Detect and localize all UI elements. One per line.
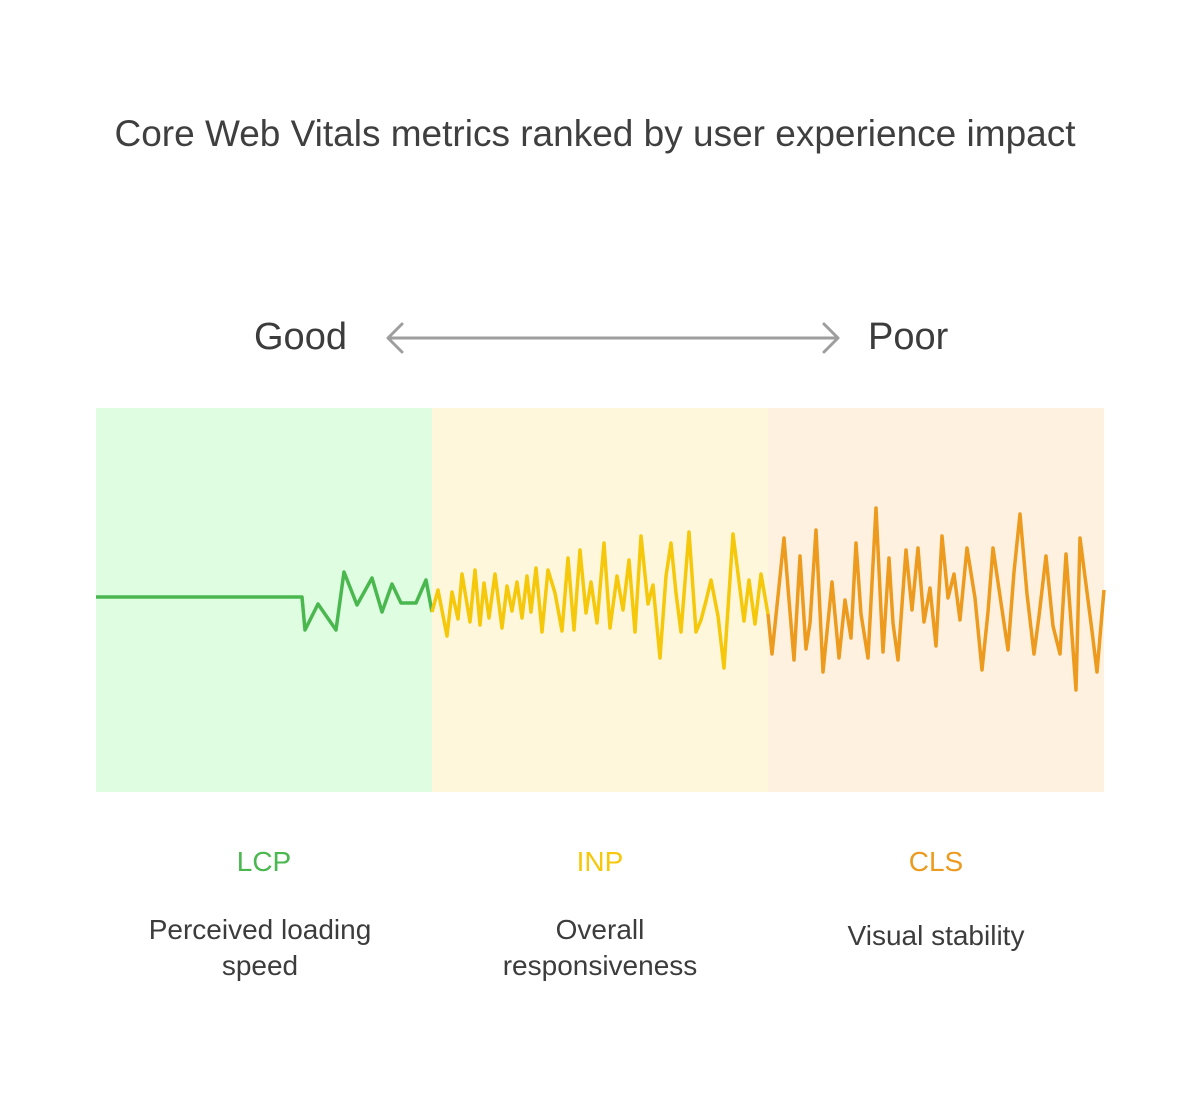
- band-good: [96, 408, 432, 792]
- metric-lcp-label: LCP: [236, 846, 292, 877]
- diagram-title: Core Web Vitals metrics ranked by user e…: [114, 113, 1076, 154]
- metric-inp-description: Overall responsiveness: [502, 914, 698, 981]
- double-arrow-icon: [386, 322, 840, 354]
- metric-cls-description: Visual stability: [847, 920, 1025, 951]
- signal-inp: [430, 530, 770, 670]
- metric-lcp-description: Perceived loading speed: [148, 914, 372, 981]
- metric-cls-label: CLS: [908, 846, 964, 877]
- band-poor: [768, 408, 1104, 792]
- signal-lcp: [96, 570, 434, 632]
- poor-label: Poor: [868, 316, 949, 358]
- signal-cls: [766, 506, 1106, 692]
- metric-inp-label: INP: [576, 846, 624, 877]
- good-label: Good: [254, 316, 347, 358]
